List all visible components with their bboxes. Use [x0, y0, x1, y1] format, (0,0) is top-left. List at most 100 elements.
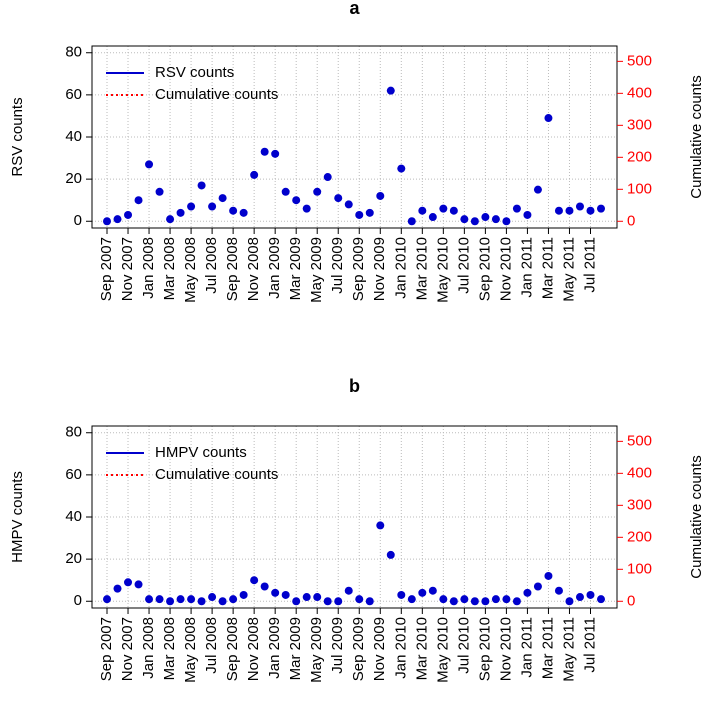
data-point	[134, 580, 143, 589]
data-point	[281, 187, 290, 196]
data-point	[554, 206, 563, 215]
data-point	[292, 196, 301, 205]
data-point	[565, 206, 574, 215]
x-tick-label: Mar 2009	[287, 617, 304, 680]
data-point	[523, 210, 532, 219]
y2-tick-label: 0	[627, 592, 635, 609]
data-point	[250, 170, 259, 179]
data-point	[439, 204, 448, 213]
data-point	[260, 147, 269, 156]
data-point	[103, 595, 111, 604]
y-tick-label: 0	[74, 212, 82, 229]
data-point	[460, 595, 469, 604]
x-tick-label: Mar 2008	[161, 237, 178, 300]
y-axis-label: HMPV counts	[9, 471, 26, 563]
x-tick-label: May 2008	[182, 237, 199, 303]
x-tick-label: Nov 2010	[497, 237, 514, 301]
data-point	[313, 187, 322, 196]
data-point	[481, 213, 490, 222]
x-tick-label: Nov 2007	[119, 237, 136, 301]
x-tick-label: Jul 2009	[329, 617, 346, 674]
x-tick-label: Sep 2008	[224, 617, 241, 681]
data-point	[292, 597, 301, 606]
data-point	[544, 571, 553, 580]
x-tick-label: May 2010	[434, 237, 451, 303]
data-point	[176, 208, 185, 217]
x-tick-label: Jan 2008	[140, 237, 157, 299]
x-tick-label: Jan 2009	[266, 237, 283, 299]
legend-label: Cumulative counts	[155, 86, 278, 103]
x-tick-label: Sep 2010	[476, 237, 493, 301]
data-point	[533, 185, 542, 194]
data-point	[334, 597, 343, 606]
data-point	[113, 584, 122, 593]
data-point	[197, 181, 206, 190]
y2-tick-label: 200	[627, 528, 652, 545]
x-tick-label: Nov 2007	[119, 617, 136, 681]
data-point	[239, 590, 248, 599]
y-tick-label: 60	[65, 86, 82, 103]
data-point	[481, 597, 490, 606]
data-point	[271, 149, 280, 158]
x-tick-label: May 2010	[434, 617, 451, 683]
x-tick-label: Mar 2011	[539, 237, 556, 299]
data-point	[439, 595, 448, 604]
x-tick-label: Mar 2009	[287, 237, 304, 300]
data-point	[302, 593, 311, 602]
data-point	[397, 590, 406, 599]
panel-title: b	[349, 376, 360, 396]
data-point	[544, 114, 553, 123]
data-point	[271, 588, 280, 597]
y-axis-label: RSV counts	[9, 97, 26, 176]
data-point	[260, 582, 269, 591]
x-tick-label: Jul 2010	[455, 617, 472, 674]
data-point	[187, 202, 196, 211]
x-tick-label: Sep 2009	[350, 617, 367, 681]
x-tick-label: Sep 2007	[98, 617, 115, 681]
x-tick-label: Nov 2008	[245, 617, 262, 681]
x-tick-label: May 2011	[560, 237, 577, 302]
panel-title: a	[349, 0, 360, 18]
data-point	[197, 597, 206, 606]
data-point	[134, 196, 143, 205]
data-point	[355, 595, 364, 604]
data-point	[376, 191, 385, 200]
data-point	[218, 194, 227, 203]
data-point	[449, 206, 458, 215]
y-tick-label: 60	[65, 466, 82, 483]
x-tick-label: Mar 2008	[161, 617, 178, 680]
y-tick-label: 80	[65, 424, 82, 441]
x-tick-label: Sep 2010	[476, 617, 493, 681]
data-point	[512, 597, 521, 606]
x-tick-label: Sep 2008	[224, 237, 241, 301]
y2-tick-label: 100	[627, 560, 652, 577]
x-tick-label: May 2009	[308, 237, 325, 303]
data-point	[512, 204, 521, 213]
data-point	[575, 593, 584, 602]
legend-label: HMPV counts	[155, 444, 247, 461]
data-point	[145, 595, 154, 604]
x-tick-label: Nov 2009	[371, 237, 388, 301]
data-point	[229, 206, 238, 215]
data-point	[355, 210, 364, 219]
data-point	[407, 217, 416, 226]
data-point	[586, 590, 595, 599]
x-tick-label: Jul 2008	[203, 617, 220, 674]
data-point	[103, 217, 111, 226]
data-point	[124, 210, 133, 219]
data-point	[344, 586, 353, 595]
data-point	[491, 215, 500, 224]
data-point	[565, 597, 574, 606]
x-tick-label: Mar 2011	[539, 617, 556, 679]
data-point	[208, 202, 217, 211]
data-point	[166, 597, 175, 606]
x-tick-label: Jan 2011	[518, 237, 535, 298]
legend-label: RSV counts	[155, 64, 234, 81]
data-point	[155, 187, 164, 196]
data-point	[229, 595, 238, 604]
y2-tick-label: 500	[627, 52, 652, 69]
y2-axis-label: Cumulative counts	[688, 75, 705, 198]
data-point	[523, 588, 532, 597]
data-point	[575, 202, 584, 211]
y2-tick-label: 100	[627, 180, 652, 197]
